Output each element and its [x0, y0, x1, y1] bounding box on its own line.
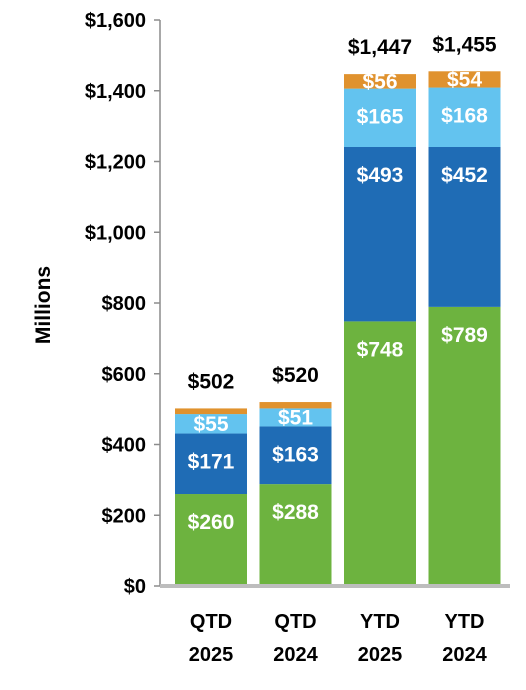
bar-segment	[259, 426, 332, 485]
data-label: $163	[272, 443, 319, 466]
x-tick-label: QTD	[190, 611, 232, 633]
data-label: $260	[188, 511, 235, 534]
bar-segment	[259, 408, 332, 427]
total-label: $1,455	[432, 33, 497, 56]
bar-segment	[344, 321, 416, 586]
bar-stack: $288 $163 $51 $520	[259, 364, 332, 586]
bar-segment	[428, 146, 501, 307]
bar-segment	[175, 408, 247, 415]
y-tick-label: $1,600	[85, 10, 146, 32]
bar-segment	[259, 402, 332, 409]
x-tick-label: YTD	[445, 611, 485, 633]
bars: $260 $171 $55 $502 $288 $163 $51 $520 $748 $493 $1…	[175, 33, 501, 586]
bar-stack: $260 $171 $55 $502	[175, 370, 247, 586]
bar-segment	[344, 146, 416, 322]
data-label: $452	[441, 164, 488, 187]
x-tick-label: 2025	[189, 644, 234, 666]
data-label: $288	[272, 501, 319, 524]
bar-segment	[428, 87, 501, 147]
data-label: $54	[447, 68, 482, 91]
total-label: $1,447	[348, 36, 412, 59]
bar-segment	[428, 306, 501, 586]
bar-segment	[259, 484, 332, 586]
data-label: $168	[441, 105, 488, 128]
y-axis: $0 $200 $400 $600 $800 $1,000 $1,200 $1,400 $1,6…	[85, 10, 161, 598]
x-tick-label: 2025	[358, 644, 403, 666]
total-label: $502	[188, 370, 235, 393]
y-tick-label: $800	[102, 293, 147, 315]
data-label: $56	[362, 70, 397, 93]
y-axis-title: Millions	[32, 266, 55, 344]
data-label: $789	[441, 324, 488, 347]
x-tick-label: YTD	[360, 611, 400, 633]
x-axis: QTD 2025 QTD 2024 YTD 2025 YTD 2024	[160, 584, 510, 666]
y-tick-label: $1,200	[85, 152, 146, 174]
bar-segment	[428, 71, 501, 88]
y-tick-label: $0	[124, 576, 146, 598]
total-label: $520	[272, 364, 319, 387]
y-tick-label: $600	[102, 364, 147, 386]
x-tick-label: 2024	[273, 644, 318, 666]
y-tick-label: $1,400	[85, 81, 146, 103]
bar-segment	[175, 433, 247, 495]
bar-segment	[175, 414, 247, 434]
y-tick-label: $200	[102, 505, 147, 527]
x-tick-label: QTD	[274, 611, 316, 633]
data-label: $171	[188, 451, 235, 474]
y-tick-label: $1,000	[85, 222, 146, 244]
data-label: $748	[357, 338, 404, 361]
bar-stack: $789 $452 $168 $54 $1,455	[428, 33, 501, 586]
data-label: $51	[278, 406, 313, 429]
data-label: $165	[357, 106, 404, 129]
bar-segment	[175, 494, 247, 586]
data-label: $493	[357, 164, 404, 187]
data-label: $55	[193, 413, 228, 436]
bar-segment	[344, 88, 416, 147]
bar-segment	[344, 74, 416, 89]
bar-stack: $748 $493 $165 $56 $1,447	[344, 36, 416, 586]
x-tick-label: 2024	[442, 644, 487, 666]
y-tick-label: $400	[102, 435, 147, 457]
